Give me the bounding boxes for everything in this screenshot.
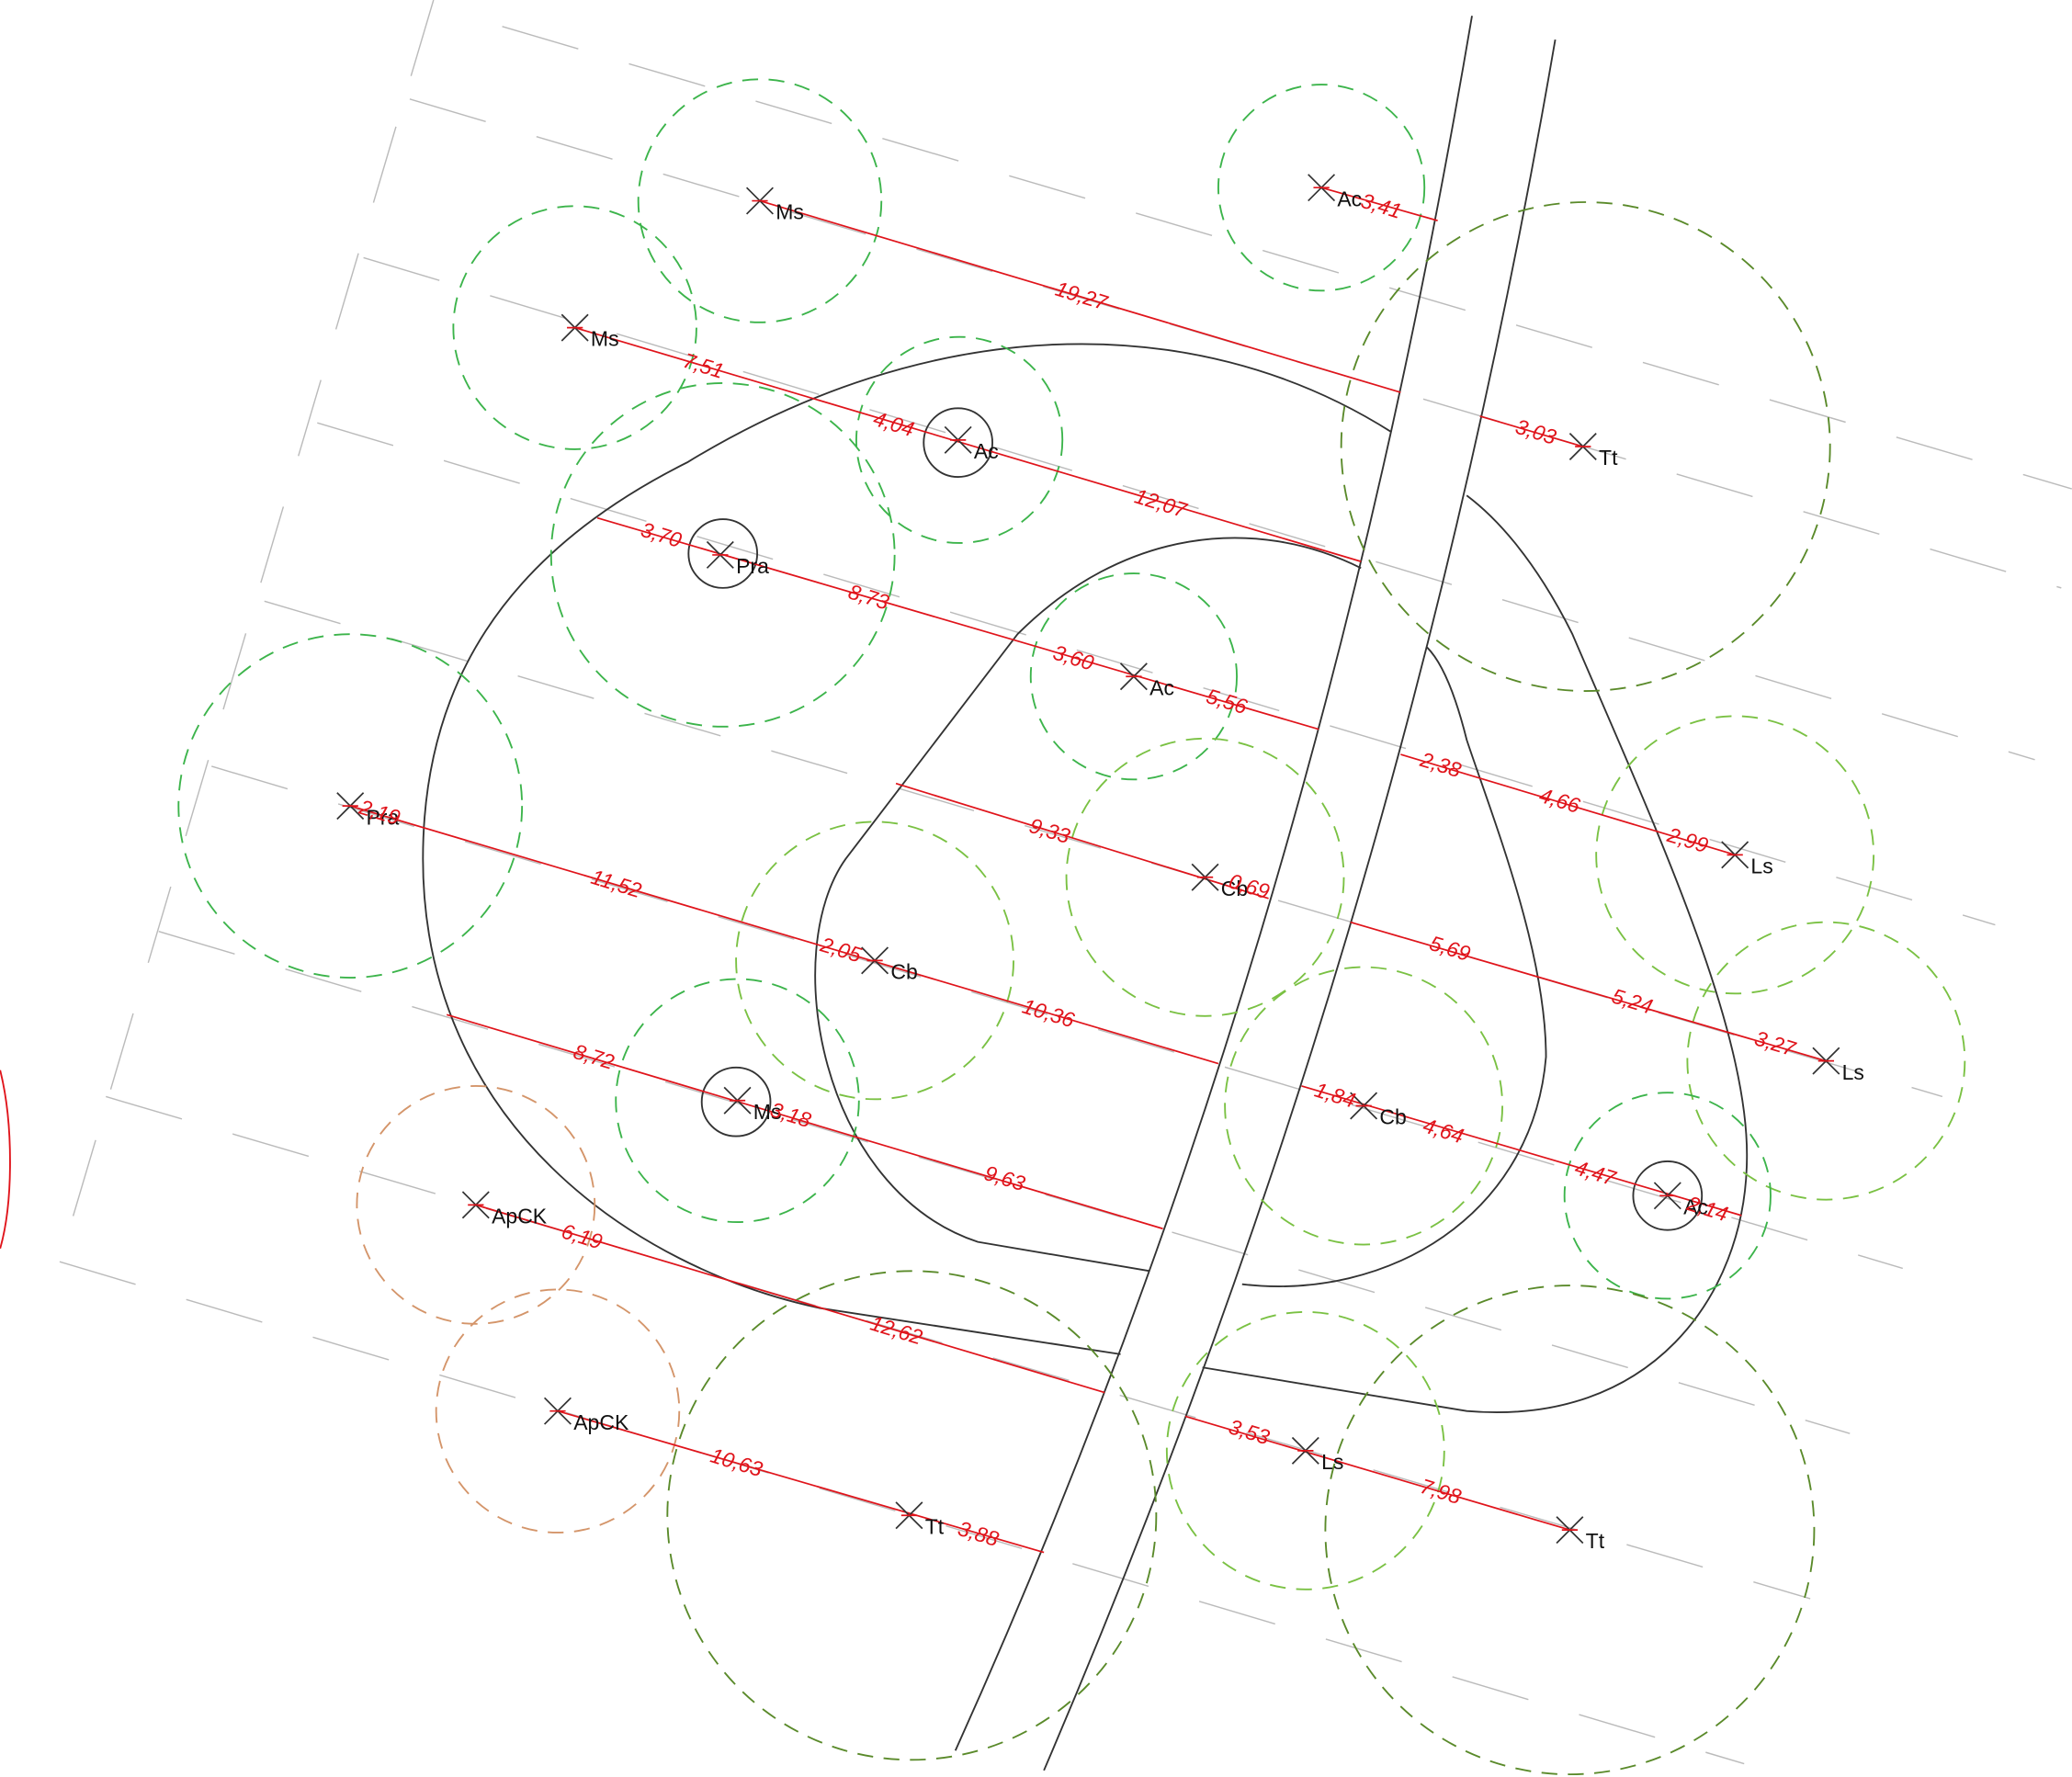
tree-label: Pra [736, 554, 769, 578]
dimension-label: 5,56 [1204, 684, 1251, 719]
dimension-label: 4,64 [1421, 1113, 1466, 1148]
tree-label: ApCK [573, 1410, 629, 1434]
tree-label: Ms [753, 1100, 782, 1124]
dimension-label: 5,24 [1609, 984, 1655, 1019]
outlines [0, 16, 1749, 1771]
dimension-label: 11,52 [588, 865, 644, 902]
dimension-label: 8,73 [845, 580, 892, 615]
dimension-label: 3,53 [1226, 1414, 1273, 1449]
dimension-label: 2,19 [356, 795, 403, 830]
canopy [1065, 737, 1345, 1017]
canopy [452, 205, 697, 450]
canopy [435, 1288, 681, 1534]
tree-label: Ac [974, 439, 999, 463]
tree-label: Ls [1750, 854, 1772, 877]
dimension-label: 3,27 [1752, 1026, 1800, 1061]
dimension-label: 3,18 [767, 1097, 814, 1132]
dimension-label: 10,63 [708, 1443, 765, 1482]
dimension-label: 5,69 [1427, 931, 1474, 966]
dimension-line [1320, 187, 1438, 221]
dimension-label: 19,27 [1053, 277, 1112, 315]
dimension-label: 12,62 [867, 1311, 925, 1350]
tree-label: Pra [366, 805, 399, 829]
canopy [637, 78, 883, 323]
tree-label: Ac [1149, 675, 1174, 699]
dimension-label: 4,04 [871, 406, 917, 441]
dimension-label: 7,51 [681, 348, 727, 383]
canopy [1563, 1092, 1772, 1300]
dimension-line [1400, 753, 1736, 856]
tree-label: Cb [890, 959, 917, 983]
tree-label: Tt [925, 1514, 945, 1538]
dimension-label: 7,98 [1418, 1474, 1465, 1509]
tree-label: Cb [1379, 1105, 1406, 1129]
canopy [855, 335, 1064, 544]
canopy [615, 978, 860, 1224]
canopy [666, 1270, 1158, 1761]
dimension-line [446, 1013, 1163, 1230]
grid [59, 0, 2072, 1765]
dimension-label: 12,07 [1132, 484, 1191, 523]
dimension-label: 3,60 [1050, 640, 1097, 675]
canopy [1324, 1285, 1816, 1776]
dimension-label: 6,19 [559, 1219, 606, 1254]
dimension-label: 4,66 [1536, 783, 1583, 818]
dimension-line [1184, 1415, 1570, 1531]
dimension-line [574, 326, 1362, 562]
dimension-line [349, 805, 1219, 1065]
dimension-line [1350, 921, 1827, 1062]
canopy [1340, 201, 1831, 692]
dimension-label: 10,36 [1020, 994, 1078, 1033]
dimension-label: 3,70 [638, 517, 685, 552]
tree-label: Tt [1586, 1529, 1605, 1553]
tree-label: Tt [1599, 446, 1618, 470]
canopy [549, 382, 896, 728]
canopy [177, 633, 524, 979]
tree-label: ApCK [492, 1205, 548, 1228]
tree-label: Ac [1337, 187, 1362, 210]
canopy [1217, 84, 1426, 292]
canopy [1686, 921, 1966, 1201]
dimension-label: 4,47 [1572, 1155, 1620, 1190]
dimension-label: 3,88 [956, 1516, 1002, 1551]
dimension-label: 9,63 [981, 1160, 1028, 1195]
dimension-label: 2,38 [1417, 747, 1465, 782]
dimension-label: 2,05 [817, 932, 865, 967]
tree-label: Ms [776, 200, 804, 224]
canopy [735, 821, 1014, 1101]
dimension-line [557, 1409, 1045, 1554]
canopies [177, 78, 1966, 1776]
canopy [1029, 572, 1238, 781]
canopy [1165, 1310, 1445, 1590]
tree-label: Ls [1842, 1060, 1864, 1084]
dimension-label: 8,72 [571, 1039, 617, 1074]
dimension-line [895, 782, 1269, 900]
dimension-label: 3,41 [1358, 188, 1404, 223]
dimension-label: 2,99 [1664, 822, 1712, 857]
labels: Ms Ms Ac Pra Ac Tt Ac Pra Cb Cb Ls Ls Ms Cb Ac ApCK ApCK… [336, 174, 1864, 1553]
dimension-lines [349, 187, 1827, 1554]
dimension-line [1479, 415, 1584, 447]
tree-label: Ac [1683, 1194, 1708, 1218]
dimension-line [759, 199, 1401, 393]
dimension-line [475, 1204, 1105, 1394]
dimension-label: 1,84 [1312, 1078, 1358, 1113]
tree-label: Cb [1221, 877, 1248, 900]
canopy [1224, 966, 1504, 1246]
canopy [1595, 715, 1875, 995]
dimension-label: 3,03 [1512, 414, 1559, 449]
tree-label: Ms [591, 327, 619, 351]
dimension-label: 9,33 [1026, 813, 1073, 848]
canopy [356, 1085, 596, 1325]
tree-label: Ls [1321, 1450, 1343, 1474]
